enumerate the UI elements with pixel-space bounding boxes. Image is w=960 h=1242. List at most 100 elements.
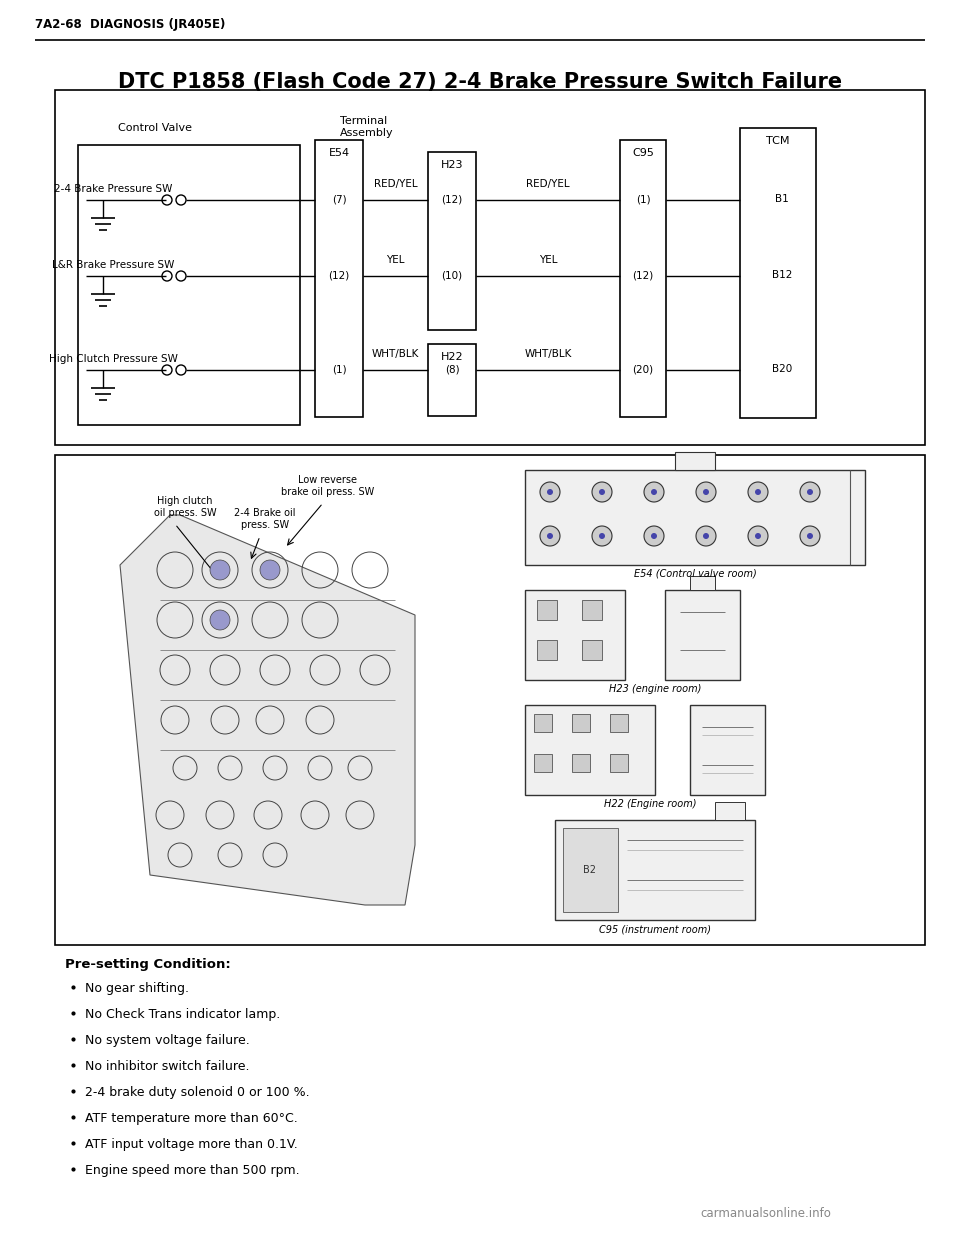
- Bar: [715, 802, 745, 820]
- Circle shape: [651, 533, 657, 539]
- Bar: [572, 754, 590, 773]
- Circle shape: [260, 560, 280, 580]
- Circle shape: [755, 533, 761, 539]
- Text: (12): (12): [633, 270, 654, 279]
- Text: WHT/BLK: WHT/BLK: [372, 349, 420, 359]
- Text: (20): (20): [633, 364, 654, 374]
- Text: B20: B20: [772, 364, 792, 374]
- Bar: [428, 344, 476, 416]
- Circle shape: [703, 489, 709, 496]
- Text: YEL: YEL: [386, 255, 405, 265]
- Circle shape: [696, 527, 716, 546]
- Text: ATF input voltage more than 0.1V.: ATF input voltage more than 0.1V.: [85, 1138, 298, 1151]
- Bar: [690, 705, 765, 795]
- Bar: [525, 590, 625, 681]
- Bar: [610, 754, 628, 773]
- Text: 7A2-68  DIAGNOSIS (JR405E): 7A2-68 DIAGNOSIS (JR405E): [35, 17, 226, 31]
- Bar: [572, 714, 590, 732]
- Circle shape: [696, 482, 716, 502]
- Text: YEL: YEL: [539, 255, 557, 265]
- Circle shape: [599, 489, 605, 496]
- Text: High Clutch Pressure SW: High Clutch Pressure SW: [49, 354, 178, 364]
- Text: Engine speed more than 500 rpm.: Engine speed more than 500 rpm.: [85, 1164, 300, 1177]
- Text: High clutch
oil press. SW: High clutch oil press. SW: [154, 496, 216, 518]
- Circle shape: [800, 527, 820, 546]
- Circle shape: [807, 533, 813, 539]
- Circle shape: [599, 533, 605, 539]
- Circle shape: [651, 489, 657, 496]
- Text: Pre-setting Condition:: Pre-setting Condition:: [65, 958, 230, 971]
- Text: WHT/BLK: WHT/BLK: [524, 349, 572, 359]
- Bar: [563, 828, 618, 912]
- Bar: [665, 590, 740, 681]
- Circle shape: [210, 560, 230, 580]
- Text: B12: B12: [772, 270, 792, 279]
- Text: RED/YEL: RED/YEL: [526, 179, 570, 189]
- Text: E54 (Control valve room): E54 (Control valve room): [634, 569, 756, 579]
- Bar: [675, 452, 715, 469]
- Text: B1: B1: [775, 194, 789, 204]
- Bar: [525, 469, 865, 565]
- Circle shape: [540, 482, 560, 502]
- Circle shape: [547, 489, 553, 496]
- Circle shape: [800, 482, 820, 502]
- Bar: [525, 705, 655, 795]
- Bar: [534, 754, 552, 773]
- Bar: [610, 714, 628, 732]
- Circle shape: [210, 610, 230, 630]
- Text: Control Valve: Control Valve: [118, 123, 192, 133]
- Bar: [690, 576, 715, 590]
- Text: 2-4 Brake Pressure SW: 2-4 Brake Pressure SW: [54, 184, 172, 194]
- Text: (12): (12): [328, 270, 349, 279]
- Text: (7): (7): [332, 194, 347, 204]
- Text: No gear shifting.: No gear shifting.: [85, 982, 189, 995]
- Text: H22 (Engine room): H22 (Engine room): [604, 799, 696, 809]
- Polygon shape: [120, 515, 415, 905]
- Text: ATF temperature more than 60°C.: ATF temperature more than 60°C.: [85, 1112, 298, 1125]
- Text: C95 (instrument room): C95 (instrument room): [599, 924, 711, 934]
- Text: Terminal
Assembly: Terminal Assembly: [340, 116, 394, 138]
- Text: H22: H22: [441, 351, 464, 361]
- Text: (10): (10): [442, 270, 463, 279]
- Text: H23: H23: [441, 160, 464, 170]
- Bar: [78, 145, 300, 425]
- Text: B2: B2: [584, 864, 596, 876]
- Circle shape: [644, 527, 664, 546]
- Bar: [620, 140, 666, 417]
- Circle shape: [703, 533, 709, 539]
- Bar: [555, 820, 755, 920]
- Circle shape: [807, 489, 813, 496]
- Bar: [315, 140, 363, 417]
- Text: E54: E54: [328, 148, 349, 158]
- Text: (8): (8): [444, 364, 459, 374]
- Text: No system voltage failure.: No system voltage failure.: [85, 1035, 250, 1047]
- Circle shape: [644, 482, 664, 502]
- Text: carmanualsonline.info: carmanualsonline.info: [700, 1207, 830, 1220]
- Bar: [534, 714, 552, 732]
- Circle shape: [748, 527, 768, 546]
- Text: Low reverse
brake oil press. SW: Low reverse brake oil press. SW: [281, 474, 374, 497]
- Bar: [537, 640, 557, 660]
- Text: No Check Trans indicator lamp.: No Check Trans indicator lamp.: [85, 1009, 280, 1021]
- Text: 2-4 brake duty solenoid 0 or 100 %.: 2-4 brake duty solenoid 0 or 100 %.: [85, 1086, 310, 1099]
- Text: H23 (engine room): H23 (engine room): [609, 684, 701, 694]
- Bar: [428, 152, 476, 330]
- Text: (12): (12): [442, 194, 463, 204]
- Text: (1): (1): [332, 364, 347, 374]
- Circle shape: [592, 527, 612, 546]
- Text: 2-4 Brake oil
press. SW: 2-4 Brake oil press. SW: [234, 508, 296, 529]
- Bar: [537, 600, 557, 620]
- Bar: [55, 455, 925, 945]
- Circle shape: [748, 482, 768, 502]
- Bar: [582, 640, 602, 660]
- Text: L&R Brake Pressure SW: L&R Brake Pressure SW: [52, 260, 174, 270]
- Bar: [740, 128, 816, 419]
- Bar: [55, 89, 925, 445]
- Circle shape: [755, 489, 761, 496]
- Text: TCM: TCM: [766, 137, 790, 147]
- Text: RED/YEL: RED/YEL: [373, 179, 418, 189]
- Circle shape: [540, 527, 560, 546]
- Text: No inhibitor switch failure.: No inhibitor switch failure.: [85, 1059, 250, 1073]
- Text: (1): (1): [636, 194, 650, 204]
- Circle shape: [547, 533, 553, 539]
